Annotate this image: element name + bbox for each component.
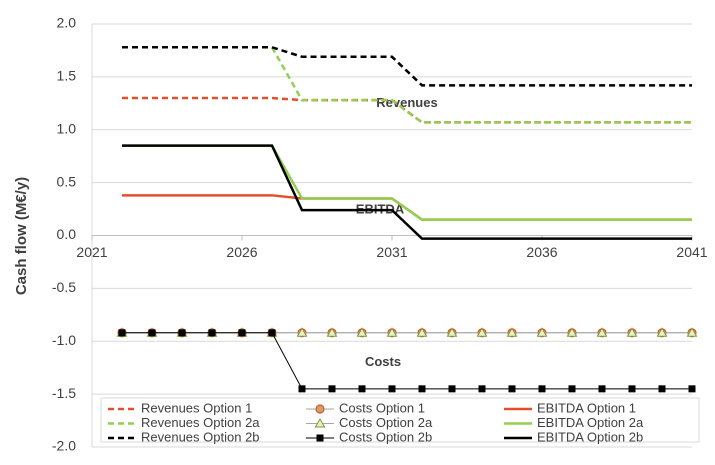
y-tick-label: -1.0 — [52, 332, 76, 348]
data-point — [538, 385, 546, 393]
data-point — [656, 327, 668, 337]
legend-marker — [315, 404, 325, 414]
data-point — [448, 385, 456, 393]
y-tick-label: -1.5 — [52, 385, 76, 401]
data-point — [508, 385, 516, 393]
legend-label: Revenues Option 2b — [141, 429, 260, 444]
x-tick-label: 2031 — [376, 244, 407, 260]
legend-label: Costs Option 1 — [339, 400, 425, 415]
data-point — [478, 385, 486, 393]
data-point — [416, 327, 428, 337]
y-tick-label: 0.5 — [57, 173, 77, 189]
data-point — [148, 329, 156, 337]
data-point — [118, 329, 126, 337]
data-point — [356, 327, 368, 337]
data-point — [596, 327, 608, 337]
legend-label: Revenues Option 1 — [141, 400, 252, 415]
y-tick-label: 1.5 — [57, 68, 77, 84]
data-point — [568, 385, 576, 393]
data-point — [296, 327, 308, 337]
data-point — [388, 385, 396, 393]
series-line — [122, 332, 692, 390]
series-line — [122, 46, 692, 124]
data-point — [358, 385, 366, 393]
legend-label: Costs Option 2a — [339, 415, 433, 430]
legend: Revenues Option 1 Costs Option 1 EBITDA Op… — [100, 397, 700, 444]
data-point — [626, 327, 638, 337]
legend-label: Revenues Option 2a — [141, 415, 260, 430]
data-point — [628, 385, 636, 393]
data-point — [566, 327, 578, 337]
y-tick-label: -2.0 — [52, 438, 76, 454]
series-line — [122, 46, 692, 87]
y-tick-label: -0.5 — [52, 279, 76, 295]
legend-label: EBITDA Option 2a — [537, 415, 644, 430]
data-point — [326, 327, 338, 337]
data-point — [446, 327, 458, 337]
data-point — [268, 329, 276, 337]
data-point — [506, 327, 518, 337]
legend-label: EBITDA Option 2b — [537, 429, 643, 444]
legend-label: Costs Option 2b — [339, 429, 432, 444]
x-tick-label: 2021 — [76, 244, 107, 260]
data-point — [686, 327, 698, 337]
data-point — [298, 385, 306, 393]
legend-box — [100, 397, 700, 443]
series-line — [122, 194, 692, 221]
data-point — [238, 329, 246, 337]
annotation: Revenues — [376, 95, 437, 110]
annotation: Costs — [365, 354, 401, 369]
data-point — [418, 385, 426, 393]
legend-marker — [314, 417, 326, 428]
series-line — [122, 144, 692, 240]
y-axis-label: Cash flow (M€/y) — [13, 177, 30, 295]
data-point — [208, 329, 216, 337]
legend-label: EBITDA Option 1 — [537, 400, 636, 415]
data-point — [476, 327, 488, 337]
y-tick-label: 1.0 — [57, 120, 77, 136]
data-point — [328, 385, 336, 393]
data-point — [386, 327, 398, 337]
data-point — [536, 327, 548, 337]
x-tick-label: 2036 — [526, 244, 557, 260]
data-point — [658, 385, 666, 393]
data-point — [178, 329, 186, 337]
x-tick-label: 2026 — [226, 244, 257, 260]
y-tick-label: 2.0 — [57, 15, 77, 31]
x-tick-label: 2041 — [676, 244, 707, 260]
data-point — [688, 385, 696, 393]
legend-marker — [316, 434, 324, 442]
data-point — [598, 385, 606, 393]
y-tick-label: 0.0 — [57, 226, 77, 242]
